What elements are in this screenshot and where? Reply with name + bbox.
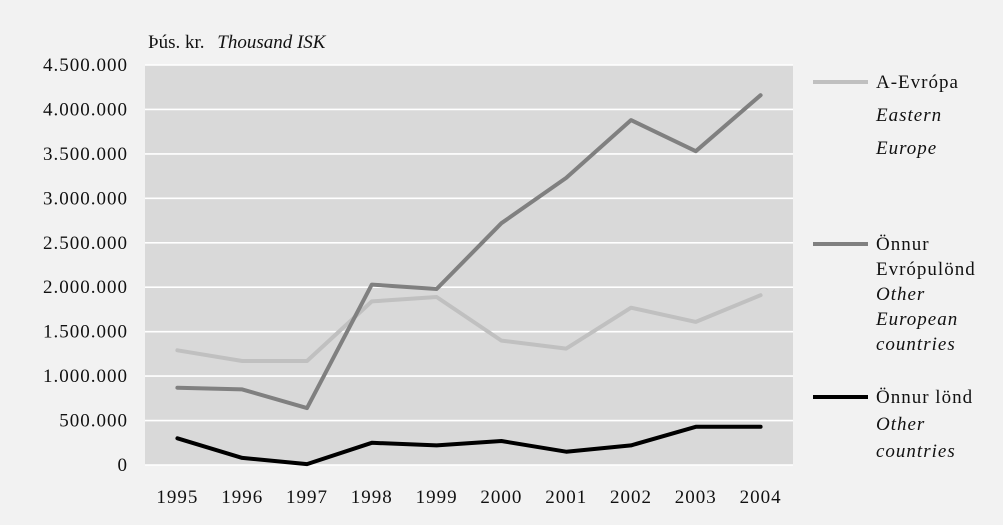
unit-label: Þús. kr. Thousand ISK (148, 32, 327, 53)
legend-label-en: countries (876, 441, 956, 462)
x-tick-label: 1997 (286, 487, 328, 508)
legend: A-Evrópa Eastern Europe Önnur Evrópulönd Othe… (813, 72, 976, 462)
series-line-3 (175, 424, 763, 467)
x-tick-label: 1999 (416, 487, 458, 508)
x-tick-label: 2004 (740, 487, 782, 508)
legend-label-is: Evrópulönd (876, 259, 976, 280)
y-tick-label: 4.500.000 (43, 55, 128, 76)
legend-label-en: Other (876, 284, 925, 305)
unit-label-en: Thousand ISK (217, 32, 327, 53)
legend-label-is: A-Evrópa (876, 72, 959, 93)
legend-label-en: Eastern (875, 105, 942, 126)
series-line-1 (175, 293, 763, 363)
grid-lines (145, 64, 793, 466)
series-lines (175, 93, 763, 467)
y-tick-label: 500.000 (59, 411, 128, 432)
x-tick-label: 1995 (156, 487, 198, 508)
x-tick-label: 1996 (221, 487, 263, 508)
legend-label-is: Önnur (876, 234, 930, 255)
x-tick-label: 2000 (480, 487, 522, 508)
plot-area (145, 65, 793, 465)
unit-label-is: Þús. kr. (148, 32, 205, 53)
y-tick-label: 2.000.000 (43, 277, 128, 298)
x-tick-label: 2001 (545, 487, 587, 508)
y-tick-label: 1.000.000 (43, 366, 128, 387)
y-tick-label: 0 (118, 455, 129, 476)
legend-label-en: European (875, 309, 958, 330)
y-axis-ticks: 0 500.000 1.000.000 1.500.000 2.000.000 2.500… (43, 55, 129, 476)
series-line-2 (175, 93, 763, 411)
y-tick-label: 3.000.000 (43, 188, 128, 209)
x-tick-label: 1998 (351, 487, 393, 508)
y-tick-label: 1.500.000 (43, 322, 128, 343)
y-tick-label: 3.500.000 (43, 144, 128, 165)
x-tick-label: 2002 (610, 487, 652, 508)
y-tick-label: 4.000.000 (43, 99, 128, 120)
y-tick-label: 2.500.000 (43, 233, 128, 254)
x-axis-ticks: 1995 1996 1997 1998 1999 2000 2001 2002 2003 2004 (156, 487, 782, 508)
legend-label-is: Önnur lönd (876, 387, 973, 408)
legend-label-en: Other (876, 414, 925, 435)
legend-label-en: countries (876, 334, 956, 355)
x-tick-label: 2003 (675, 487, 717, 508)
legend-label-en: Europe (875, 138, 937, 159)
